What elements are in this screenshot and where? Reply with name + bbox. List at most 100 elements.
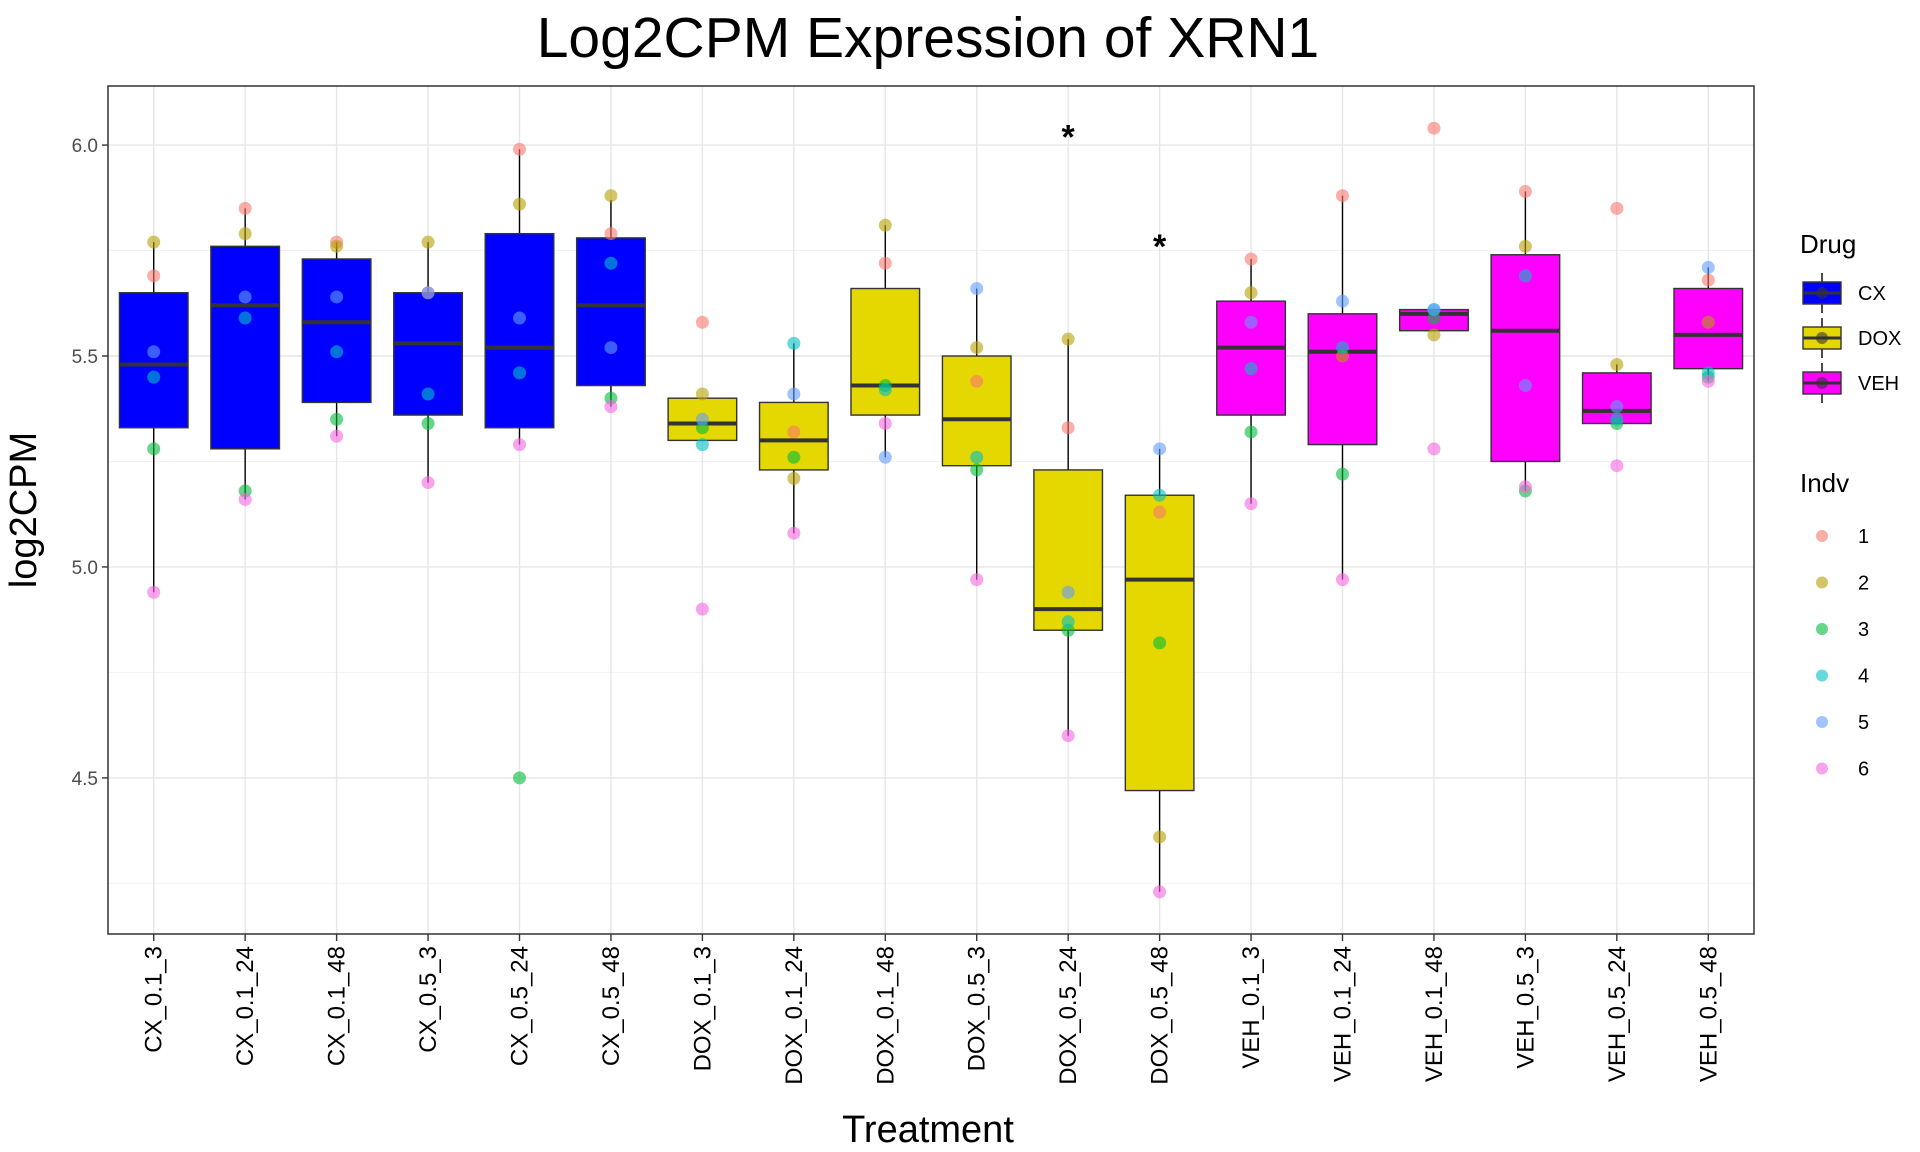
legend-label-drug: VEH — [1858, 373, 1899, 395]
chart-title: Log2CPM Expression of XRN1 — [537, 6, 1320, 70]
point-indv-6 — [1153, 885, 1167, 899]
x-tick-label: DOX_0.5_3 — [964, 946, 991, 1071]
point-indv-1 — [1518, 184, 1532, 198]
point-indv-6 — [513, 438, 526, 452]
point-indv-4 — [695, 438, 709, 452]
x-tick-label: DOX_0.1_24 — [781, 946, 808, 1085]
point-indv-1 — [1153, 505, 1167, 519]
point-indv-1 — [970, 374, 984, 388]
point-indv-5 — [513, 311, 526, 325]
x-tick-label: CX_0.1_3 — [141, 946, 168, 1053]
x-tick-label: DOX_0.1_3 — [689, 946, 716, 1071]
boxplot-CX_0.1_48 — [301, 242, 372, 437]
box-VEH — [1490, 254, 1561, 463]
point-indv-1 — [878, 256, 892, 270]
legend-key-point — [1816, 669, 1828, 682]
x-tick-label: CX_0.1_24 — [232, 946, 259, 1066]
point-indv-5 — [1153, 442, 1167, 456]
point-indv-3 — [1244, 425, 1258, 439]
legend-title-drug: Drug — [1800, 229, 1856, 259]
box-VEH — [1307, 313, 1378, 446]
point-indv-3 — [1336, 467, 1349, 481]
point-indv-6 — [1061, 729, 1075, 743]
x-tick-label: VEH_0.1_3 — [1238, 946, 1265, 1069]
legend-item-indv-1: 1 — [1816, 526, 1869, 548]
point-indv-6 — [1336, 573, 1349, 587]
legend-label-indv: 6 — [1858, 759, 1869, 781]
boxplot-DOX_0.5_24 — [1033, 339, 1104, 736]
point-indv-2 — [147, 235, 161, 249]
point-indv-2 — [1610, 357, 1624, 371]
point-indv-6 — [1427, 442, 1441, 456]
box-DOX — [1033, 469, 1104, 631]
x-tick-label: DOX_0.5_48 — [1147, 946, 1174, 1085]
y-tick-label: 4.5 — [72, 769, 98, 790]
point-indv-2 — [970, 341, 984, 355]
point-indv-3 — [421, 417, 435, 431]
point-indv-2 — [1061, 332, 1075, 346]
point-indv-4 — [238, 311, 252, 325]
point-indv-6 — [695, 602, 709, 616]
point-indv-5 — [1336, 294, 1349, 308]
point-indv-2 — [421, 235, 435, 249]
point-indv-4 — [1610, 412, 1624, 426]
point-indv-4 — [604, 256, 618, 270]
y-tick-label: 6.0 — [72, 136, 98, 157]
significance-asterisk: * — [1153, 228, 1167, 266]
point-indv-4 — [513, 366, 526, 380]
point-indv-6 — [147, 585, 161, 599]
point-indv-1 — [1427, 121, 1441, 135]
box-DOX — [941, 355, 1012, 467]
legend-label-indv: 3 — [1858, 619, 1869, 641]
x-tick-label: VEH_0.5_48 — [1695, 946, 1722, 1082]
point-indv-2 — [1701, 315, 1715, 329]
point-indv-6 — [1610, 459, 1624, 473]
point-indv-3 — [513, 771, 526, 785]
point-indv-3 — [970, 463, 984, 477]
x-tick-label: VEH_0.1_24 — [1330, 946, 1357, 1082]
point-indv-2 — [1518, 239, 1532, 253]
point-indv-1 — [787, 425, 801, 439]
point-indv-1 — [695, 315, 709, 329]
point-indv-1 — [1061, 421, 1075, 435]
y-tick-label: 5.5 — [72, 347, 98, 368]
annotations: ** — [1062, 118, 1167, 266]
point-indv-6 — [787, 526, 801, 540]
legend-label-indv: 2 — [1858, 573, 1869, 595]
point-indv-4 — [1153, 488, 1167, 502]
point-indv-6 — [878, 417, 892, 431]
x-tick-label: VEH_0.5_3 — [1512, 946, 1539, 1069]
x-tick-label: DOX_0.1_48 — [872, 946, 899, 1085]
legend: Drug CX DOX VEH Indv 1 2 3 4 5 6 — [1800, 229, 1901, 781]
point-indv-2 — [330, 239, 344, 253]
point-indv-5 — [1518, 379, 1532, 393]
legend-item-indv-4: 4 — [1816, 666, 1869, 688]
point-indv-5 — [787, 387, 801, 401]
point-indv-4 — [878, 383, 892, 397]
legend-item-DOX: DOX — [1802, 318, 1901, 358]
point-indv-5 — [1701, 260, 1715, 274]
point-indv-4 — [1061, 615, 1075, 629]
point-indv-2 — [513, 197, 526, 211]
point-indv-6 — [330, 429, 344, 443]
legend-item-indv-6: 6 — [1816, 759, 1869, 781]
x-tick-label: CX_0.5_24 — [507, 946, 534, 1066]
point-indv-2 — [238, 227, 252, 241]
boxplot-DOX_0.5_3 — [941, 288, 1012, 580]
point-indv-3 — [147, 442, 161, 456]
boxplot-CX_0.1_3 — [118, 242, 189, 593]
point-indv-5 — [695, 412, 709, 426]
legend-label-drug: DOX — [1858, 328, 1901, 350]
point-indv-4 — [1336, 341, 1349, 355]
point-indv-1 — [1244, 252, 1258, 266]
point-indv-6 — [970, 573, 984, 587]
legend-item-indv-5: 5 — [1816, 712, 1869, 734]
legend-item-CX: CX — [1802, 273, 1886, 313]
x-tick-label: DOX_0.5_24 — [1055, 946, 1082, 1085]
point-indv-6 — [238, 492, 252, 506]
legend-key-point — [1816, 623, 1828, 635]
x-tick-label: VEH_0.5_24 — [1604, 946, 1631, 1082]
legend-key-point — [1816, 332, 1828, 344]
x-tick-label: VEH_0.1_48 — [1421, 946, 1448, 1082]
